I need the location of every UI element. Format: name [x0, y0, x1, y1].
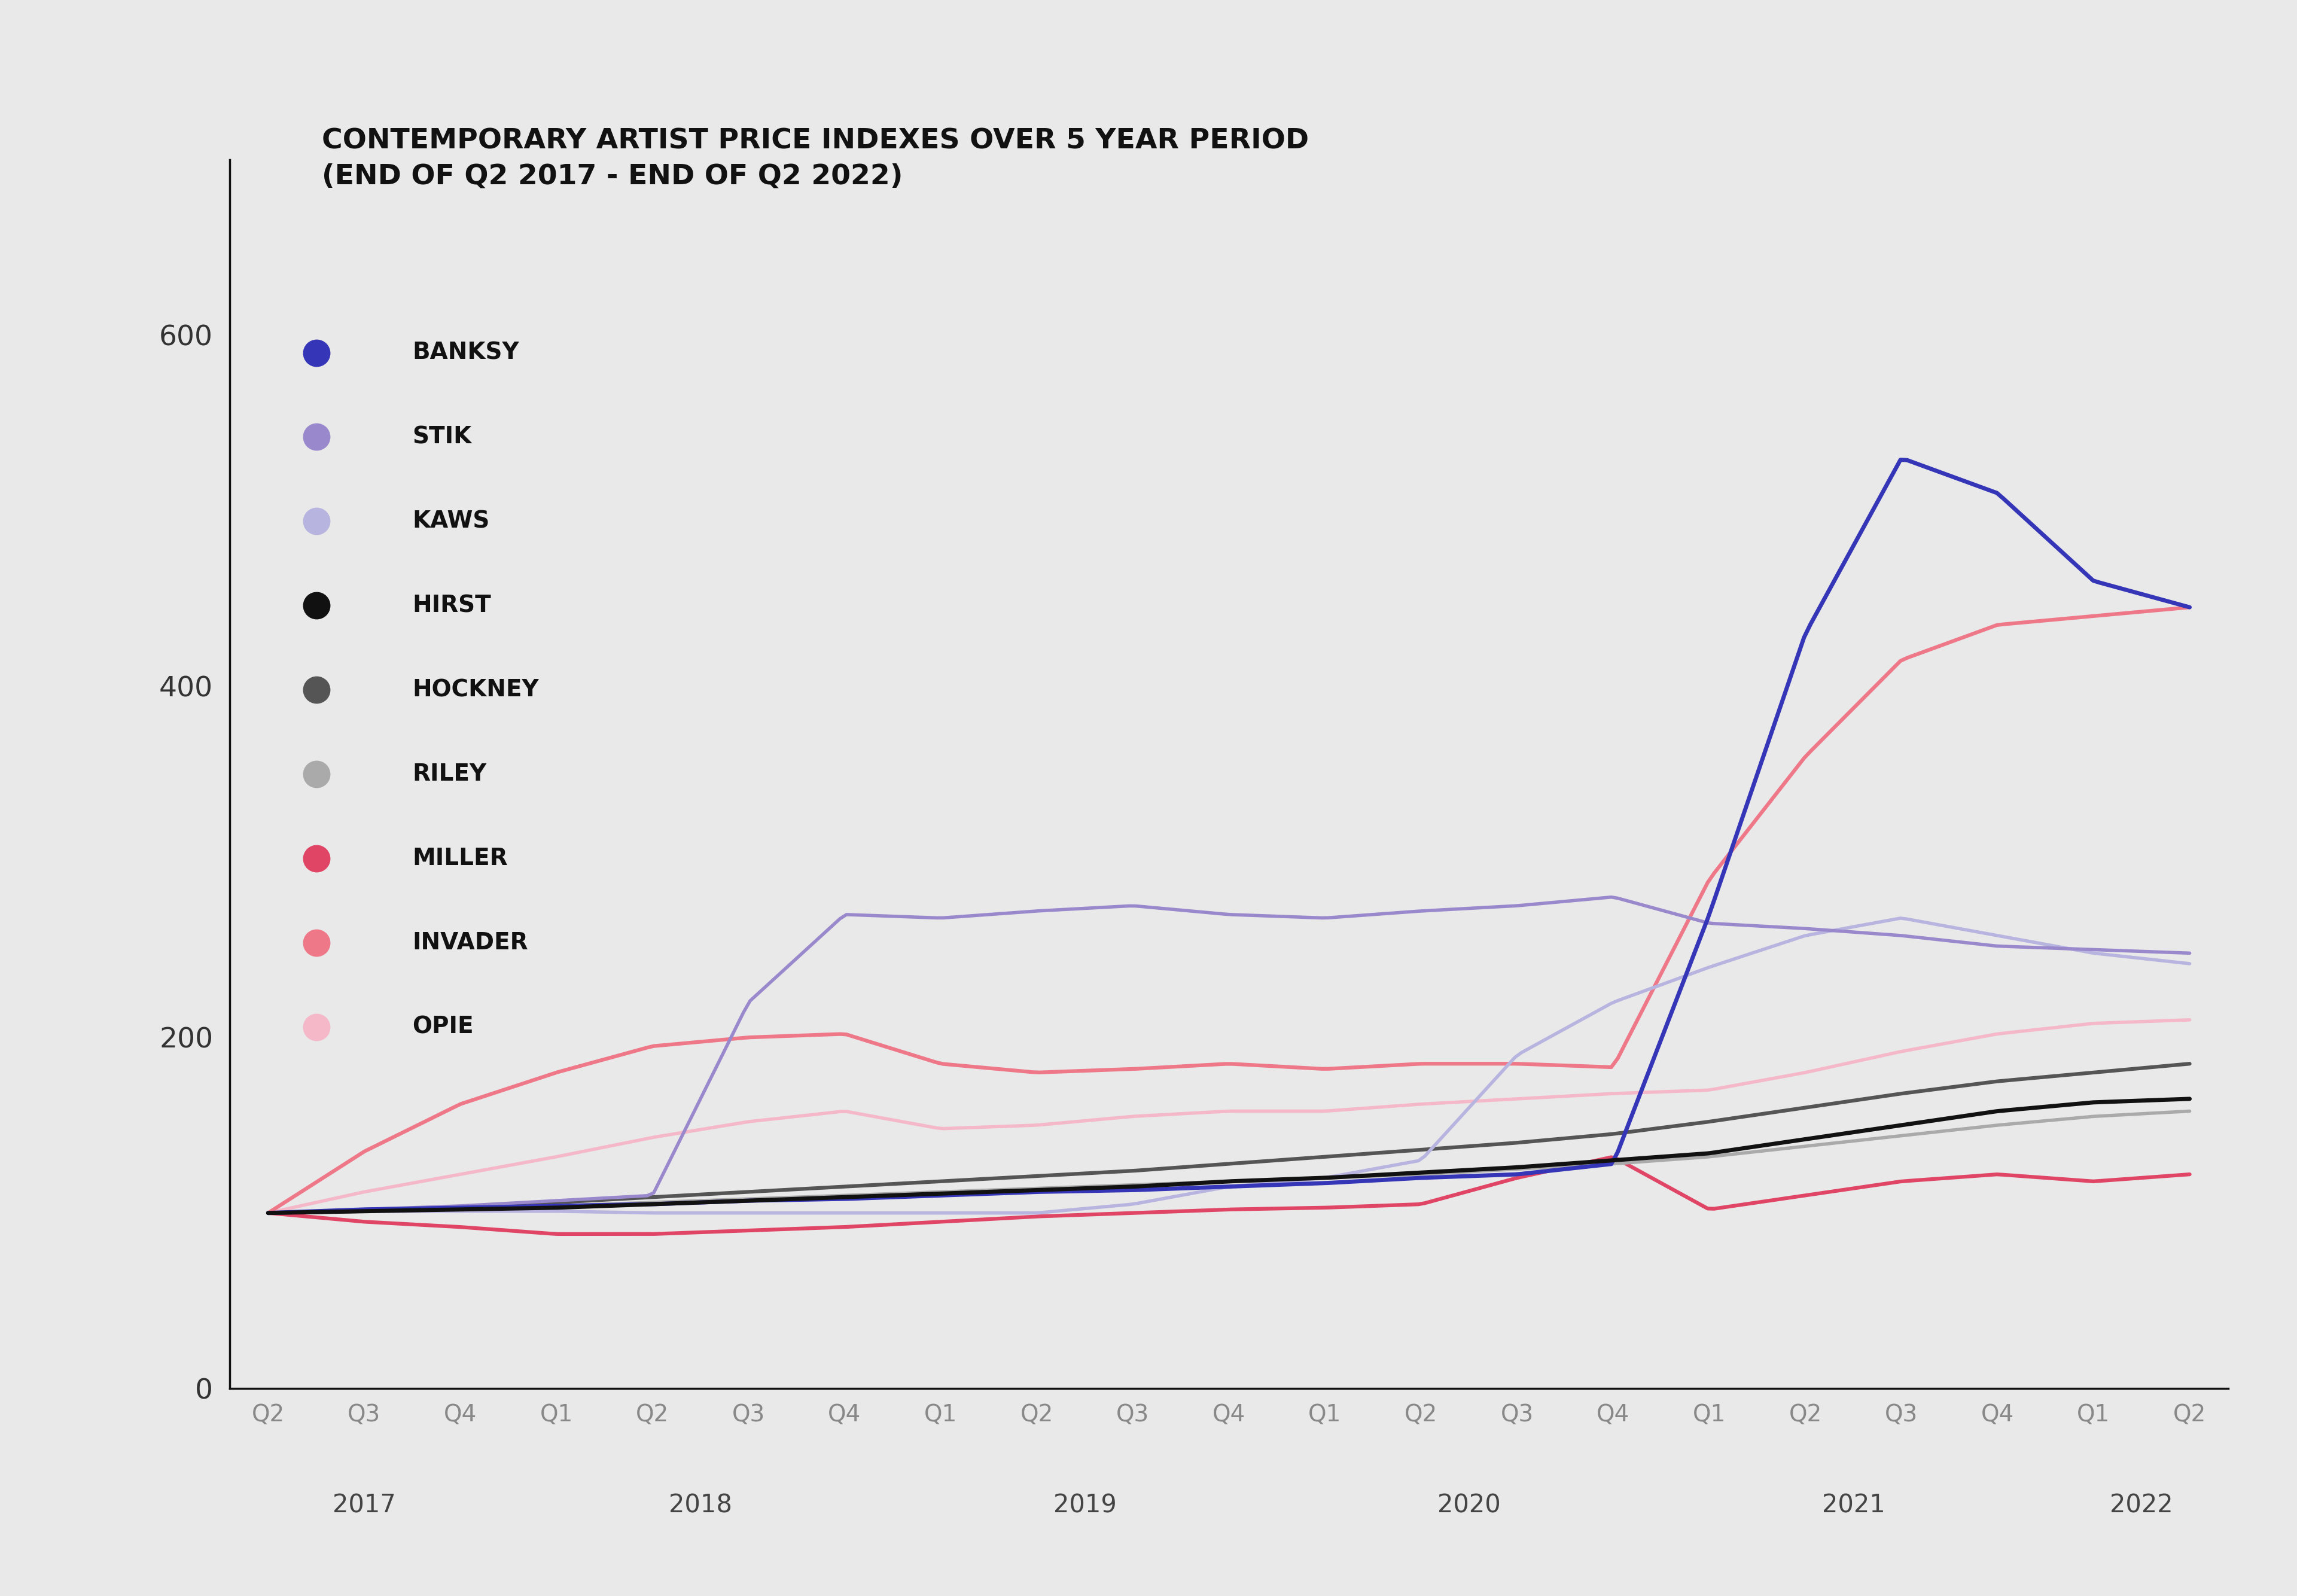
Text: OPIE: OPIE: [411, 1015, 473, 1039]
Text: 2017: 2017: [333, 1492, 395, 1518]
Text: HOCKNEY: HOCKNEY: [411, 678, 540, 701]
Text: 2021: 2021: [1822, 1492, 1886, 1518]
Text: RILEY: RILEY: [411, 763, 487, 785]
Text: 2020: 2020: [1438, 1492, 1500, 1518]
Text: CONTEMPORARY ARTIST PRICE INDEXES OVER 5 YEAR PERIOD
(END OF Q2 2017 - END OF Q2: CONTEMPORARY ARTIST PRICE INDEXES OVER 5…: [322, 128, 1309, 190]
Text: 2018: 2018: [668, 1492, 733, 1518]
Text: INVADER: INVADER: [411, 930, 528, 954]
Text: 2022: 2022: [2111, 1492, 2173, 1518]
Text: 2019: 2019: [1052, 1492, 1116, 1518]
Text: BANKSY: BANKSY: [411, 342, 519, 364]
Text: HIRST: HIRST: [411, 594, 492, 618]
Text: STIK: STIK: [411, 426, 471, 448]
Text: KAWS: KAWS: [411, 509, 489, 533]
Text: MILLER: MILLER: [411, 847, 508, 870]
